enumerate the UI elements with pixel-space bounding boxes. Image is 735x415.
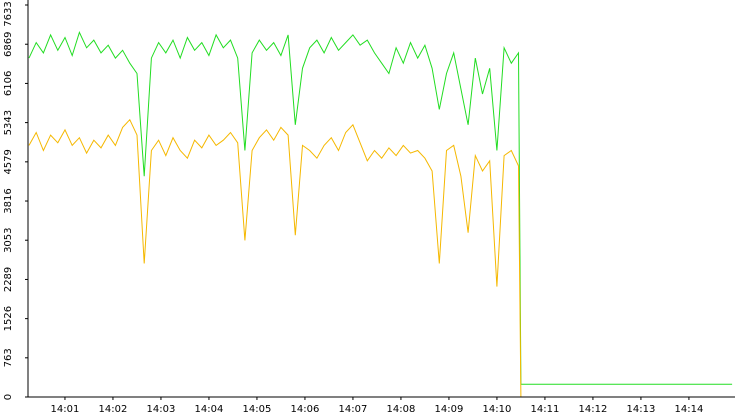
- x-tick-label: 14:01: [51, 404, 80, 415]
- x-tick-label: 14:13: [627, 404, 656, 415]
- y-tick-label: 0: [3, 394, 14, 400]
- x-tick-label: 14:08: [387, 404, 416, 415]
- y-tick-label: 1526: [3, 306, 14, 331]
- y-tick-label: 6869: [3, 32, 14, 57]
- series-line: [28, 118, 733, 398]
- x-tick-label: 14:03: [147, 404, 176, 415]
- x-tick-label: 14:12: [579, 404, 608, 415]
- x-tick-label: 14:04: [195, 404, 224, 415]
- x-tick-label: 14:06: [291, 404, 320, 415]
- x-tick-label: 14:07: [339, 404, 368, 415]
- x-tick-label: 14:10: [483, 404, 512, 415]
- y-tick-label: 2289: [3, 267, 14, 292]
- y-tick-label: 6106: [3, 71, 14, 96]
- series-line: [28, 31, 733, 385]
- y-tick-label: 4579: [3, 149, 14, 174]
- x-tick-label: 14:14: [675, 404, 704, 415]
- x-tick-label: 14:09: [435, 404, 464, 415]
- x-tick-label: 14:11: [531, 404, 560, 415]
- y-tick-label: 3816: [3, 188, 14, 213]
- y-tick-label: 3053: [3, 227, 14, 252]
- x-tick-label: 14:05: [243, 404, 272, 415]
- y-tick-label: 5343: [3, 110, 14, 135]
- y-tick-label: 763: [3, 348, 14, 367]
- x-tick-label: 14:02: [99, 404, 128, 415]
- y-tick-label: 7633: [3, 1, 14, 26]
